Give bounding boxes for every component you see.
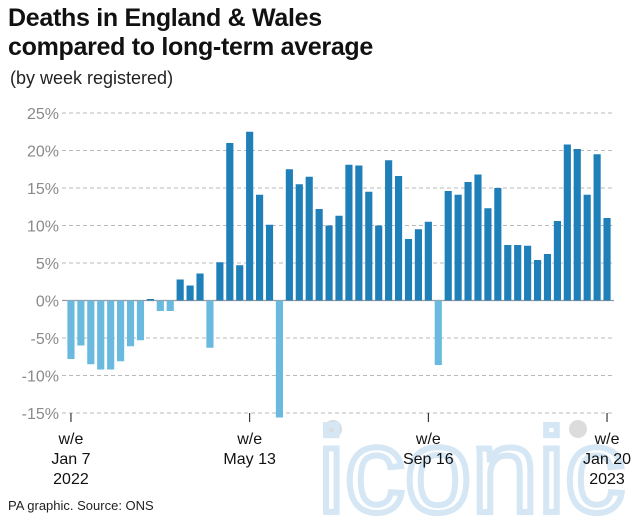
bar xyxy=(246,131,254,301)
bar xyxy=(375,225,383,301)
x-tick-label: w/e xyxy=(415,431,441,448)
bar xyxy=(593,154,601,301)
bar xyxy=(136,300,145,341)
x-tick-label: Sep 16 xyxy=(403,451,454,468)
x-tick-label: Jan 7 xyxy=(51,451,90,468)
source-note: PA graphic. Source: ONS xyxy=(8,498,154,513)
bar xyxy=(67,300,75,359)
x-tick-label: w/e xyxy=(236,431,262,448)
bar xyxy=(176,279,184,301)
bar xyxy=(275,300,284,418)
y-tick-label: 15% xyxy=(27,181,59,198)
watermark-dot xyxy=(324,420,342,438)
bar xyxy=(484,208,492,301)
y-axis-labels: 25% 20% 15% 10% 5% 0% -5% -10% -15% xyxy=(22,106,59,423)
bar xyxy=(573,149,581,301)
bar xyxy=(305,176,313,301)
bar xyxy=(166,300,174,311)
bar xyxy=(474,174,482,301)
bar xyxy=(126,300,135,347)
bar xyxy=(256,194,264,301)
x-axis-labels: w/e Jan 7 2022 w/e May 13 w/e Sep 16 w/e Jan 20 2… xyxy=(51,413,631,488)
bar xyxy=(603,218,611,301)
bar xyxy=(434,300,442,365)
bar xyxy=(77,300,85,346)
x-tick-label: 2022 xyxy=(53,471,89,488)
bar xyxy=(365,191,373,301)
bar xyxy=(504,245,512,301)
watermark-text: iconic xyxy=(318,404,625,518)
y-tick-label: 20% xyxy=(27,144,59,161)
bar xyxy=(335,215,343,301)
bars xyxy=(67,131,611,418)
bar xyxy=(514,245,522,301)
bar xyxy=(454,194,462,301)
y-tick-label: -5% xyxy=(31,331,59,348)
x-tick-label: Jan 20 xyxy=(583,451,631,468)
x-tick-label: May 13 xyxy=(223,451,276,468)
bar xyxy=(444,191,452,301)
y-tick-label: 25% xyxy=(27,106,59,123)
bar xyxy=(385,160,393,301)
bar xyxy=(315,209,323,301)
x-tick-label: w/e xyxy=(594,431,620,448)
bar xyxy=(285,169,293,301)
watermark-dot xyxy=(569,420,587,438)
bar xyxy=(563,144,571,301)
y-tick-label: -10% xyxy=(22,369,59,386)
bar xyxy=(533,260,542,301)
bar xyxy=(295,184,303,301)
bar xyxy=(424,221,432,301)
bar xyxy=(325,225,333,301)
bar xyxy=(583,194,591,301)
x-tick-label: 2023 xyxy=(589,471,625,488)
bar xyxy=(464,182,472,301)
bar xyxy=(345,164,353,301)
bar xyxy=(394,176,403,301)
bar xyxy=(186,285,194,301)
bar xyxy=(196,273,204,301)
y-tick-label: 0% xyxy=(36,294,59,311)
chart-subtitle: (by week registered) xyxy=(10,68,174,88)
bar xyxy=(494,188,502,301)
bar xyxy=(543,254,552,301)
bar xyxy=(206,300,214,348)
bar xyxy=(524,245,532,301)
iconic-watermark: iconic xyxy=(315,401,628,518)
bar xyxy=(216,262,224,301)
bar xyxy=(107,300,115,370)
bar xyxy=(146,299,154,301)
bar xyxy=(97,300,105,370)
bar xyxy=(156,300,164,311)
bar xyxy=(414,229,422,301)
bar xyxy=(236,265,244,301)
x-tick-label: w/e xyxy=(58,431,84,448)
bar xyxy=(265,224,274,301)
chart-title: Deaths in England & Wales compared to lo… xyxy=(8,4,374,61)
bar xyxy=(553,221,561,301)
y-tick-label: -15% xyxy=(22,406,59,423)
bar xyxy=(87,300,95,365)
bar xyxy=(226,143,234,301)
bar xyxy=(117,300,125,362)
y-tick-label: 5% xyxy=(36,256,59,273)
bar xyxy=(404,239,413,301)
bar xyxy=(355,165,363,301)
y-tick-label: 10% xyxy=(27,219,59,236)
